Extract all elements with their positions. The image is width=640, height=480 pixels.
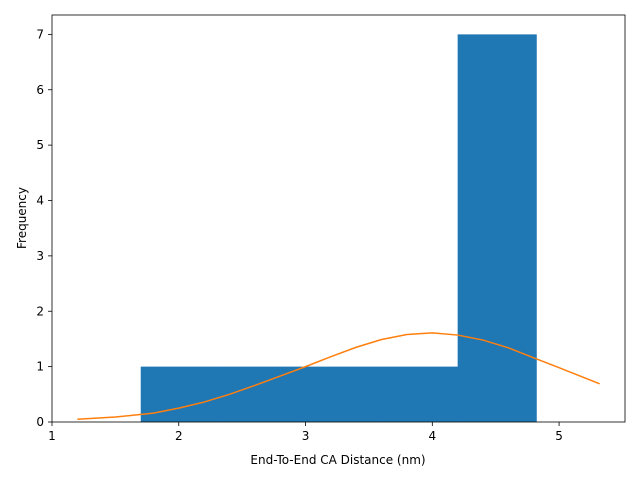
- y-tick-label: 5: [36, 138, 44, 152]
- histogram-bar-2: [220, 366, 300, 422]
- y-tick-label: 1: [36, 360, 44, 374]
- density-curve: [77, 332, 600, 420]
- y-tick-label: 7: [36, 27, 44, 41]
- histogram-bar-4: [379, 366, 459, 422]
- plot-area: [77, 34, 600, 422]
- x-tick-label: 2: [175, 429, 183, 443]
- y-tick-label: 0: [36, 415, 44, 429]
- x-axis-label: End-To-End CA Distance (nm): [250, 453, 425, 467]
- y-tick-label: 6: [36, 83, 44, 97]
- x-tick-label: 4: [428, 429, 436, 443]
- x-tick-label: 3: [302, 429, 310, 443]
- y-tick-label: 4: [36, 194, 44, 208]
- axes-frame: [51, 14, 626, 423]
- y-tick-label: 2: [36, 304, 44, 318]
- y-axis-label: Frequency: [15, 187, 29, 249]
- x-tick-label: 5: [555, 429, 563, 443]
- x-tick-label: 1: [48, 429, 56, 443]
- histogram-bar-3: [299, 366, 380, 422]
- y-tick-label: 3: [36, 249, 44, 263]
- histogram-bar-5: [457, 34, 537, 422]
